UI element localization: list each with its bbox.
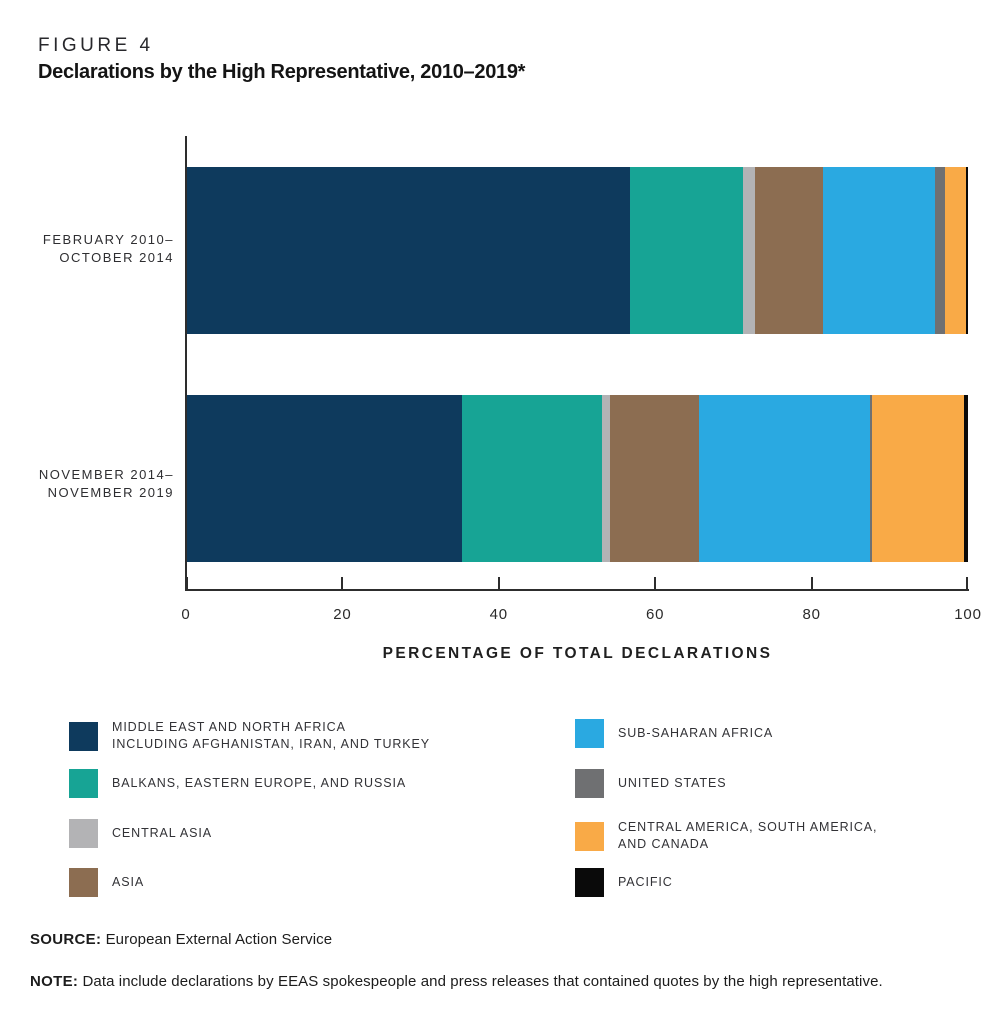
legend-item: SUB-SAHARAN AFRICA (575, 719, 773, 748)
light-gray-swatch (69, 819, 98, 848)
stacked-bar-period-2 (187, 395, 968, 562)
tick-label-0: 0 (181, 606, 191, 623)
note-label: NOTE: (30, 973, 79, 990)
legend-item: CENTRAL ASIA (69, 819, 212, 848)
x-axis-line (185, 589, 969, 591)
tick-mark (497, 577, 500, 589)
bar-segment (823, 167, 936, 334)
bar-segment (965, 167, 968, 334)
bar-label-line: NOVEMBER 2014– (38, 467, 174, 482)
bar-segment (602, 395, 611, 562)
light-blue-swatch (575, 719, 604, 748)
bar-segment (610, 395, 699, 562)
tick-mark (654, 577, 657, 589)
bar-segment (964, 395, 968, 562)
bar-segment (935, 167, 945, 334)
bar-segment (944, 167, 966, 334)
tick-mark (966, 577, 968, 589)
bar-segment (754, 167, 824, 334)
legend-label: ASIA (112, 875, 145, 889)
x-axis-title: PERCENTAGE OF TOTAL DECLARATIONS (382, 645, 773, 662)
legend-label: SUB-SAHARAN AFRICA (618, 726, 774, 740)
legend-label: PACIFIC (618, 875, 673, 889)
tick-label-60: 60 (646, 606, 665, 623)
bar-segment (743, 167, 755, 334)
bar-segment (870, 395, 872, 562)
tick-mark (186, 577, 188, 589)
legend-item: ASIA (69, 868, 144, 897)
figure-number-label: FIGURE 4 (38, 35, 154, 56)
legend-label: UNITED STATES (618, 776, 727, 790)
dark-gray-swatch (575, 769, 604, 798)
legend-label: BALKANS, EASTERN EUROPE, AND RUSSIA (112, 776, 407, 790)
black-swatch (575, 868, 604, 897)
legend-item: CENTRAL AMERICA, SOUTH AMERICA, AND CANAD… (575, 819, 877, 853)
note-text: Data include declarations by EEAS spokes… (82, 973, 883, 990)
legend-label: CENTRAL AMERICA, SOUTH AMERICA, AND CANAD… (618, 820, 878, 851)
navy-swatch (69, 721, 98, 751)
bar-label-line: NOVEMBER 2019 (47, 485, 174, 500)
note-line: NOTE: Data include declarations by EEAS … (30, 973, 883, 990)
tick-label-40: 40 (489, 606, 508, 623)
brown-swatch (69, 868, 98, 897)
bar-segment (629, 167, 744, 334)
legend-item: BALKANS, EASTERN EUROPE, AND RUSSIA (69, 769, 406, 798)
bar-segment (187, 395, 462, 562)
bar-segment (461, 395, 603, 562)
x-axis-ticks (186, 577, 968, 589)
legend-label: MIDDLE EAST AND NORTH AFRICA INCLUDING AF… (112, 720, 431, 751)
y-axis-line (185, 136, 187, 591)
legend-label: CENTRAL ASIA (112, 826, 212, 840)
legend-item: MIDDLE EAST AND NORTH AFRICA INCLUDING AF… (69, 719, 430, 753)
legend-item: PACIFIC (575, 868, 673, 897)
legend-item: UNITED STATES (575, 769, 726, 798)
bar-segment (698, 395, 871, 562)
x-axis-tick-labels: 0 20 40 60 80 100 (181, 606, 980, 626)
orange-swatch (575, 821, 604, 851)
teal-swatch (69, 769, 98, 798)
bar-label-period-2: NOVEMBER 2014– NOVEMBER 2019 (0, 466, 174, 502)
tick-label-80: 80 (802, 606, 821, 623)
tick-label-20: 20 (333, 606, 352, 623)
tick-label-100: 100 (954, 606, 982, 623)
bar-segment (871, 395, 965, 562)
bar-segment (187, 167, 630, 334)
bar-label-period-1: FEBRUARY 2010– OCTOBER 2014 (0, 231, 174, 267)
bar-label-line: OCTOBER 2014 (59, 250, 174, 265)
tick-mark (810, 577, 813, 589)
source-label: SOURCE: (30, 931, 102, 948)
figure-title: Declarations by the High Representative,… (38, 61, 526, 83)
tick-mark (341, 577, 344, 589)
bar-label-line: FEBRUARY 2010– (42, 232, 174, 247)
stacked-bar-period-1 (187, 167, 968, 334)
source-line: SOURCE: European External Action Service (30, 931, 332, 948)
source-text: European External Action Service (105, 931, 333, 948)
